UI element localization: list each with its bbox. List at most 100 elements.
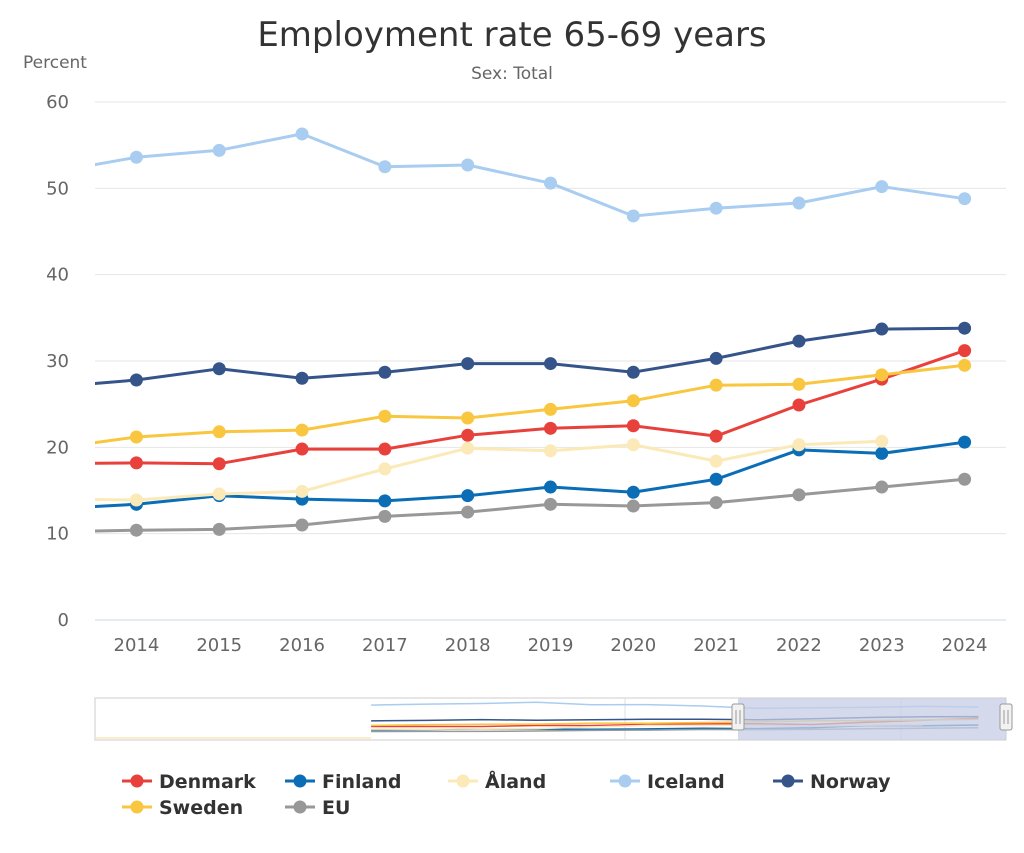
- data-point-iceland[interactable]: [544, 176, 557, 190]
- data-point-finland[interactable]: [958, 435, 972, 449]
- data-point-denmark[interactable]: [626, 419, 640, 433]
- data-point-iceland[interactable]: [626, 209, 640, 223]
- data-point-sweden[interactable]: [461, 411, 475, 425]
- data-point-denmark[interactable]: [958, 344, 972, 358]
- data-point-land[interactable]: [709, 454, 723, 468]
- legend-item-iceland[interactable]: Iceland: [610, 771, 725, 793]
- data-point-land[interactable]: [461, 441, 475, 455]
- legend-label[interactable]: Sweden: [159, 797, 243, 819]
- data-point-eu[interactable]: [626, 499, 640, 513]
- data-point-iceland[interactable]: [212, 143, 226, 157]
- legend-label[interactable]: Finland: [322, 771, 401, 793]
- legend-label[interactable]: EU: [322, 797, 350, 819]
- series-norway[interactable]: [54, 321, 972, 387]
- data-point-norway[interactable]: [461, 357, 475, 371]
- data-point-norway[interactable]: [212, 362, 226, 376]
- data-point-sweden[interactable]: [378, 409, 392, 423]
- legend-item-sweden[interactable]: Sweden: [122, 797, 243, 819]
- data-point-iceland[interactable]: [295, 127, 309, 141]
- data-point-land[interactable]: [295, 484, 309, 498]
- legend-item-finland[interactable]: Finland: [285, 771, 401, 793]
- series-denmark[interactable]: [54, 344, 972, 471]
- legend-label[interactable]: Denmark: [159, 771, 256, 793]
- data-point-finland[interactable]: [626, 485, 640, 499]
- data-point-norway[interactable]: [626, 365, 640, 379]
- data-point-denmark[interactable]: [709, 429, 723, 443]
- data-point-eu[interactable]: [295, 518, 309, 532]
- data-point-finland[interactable]: [461, 489, 475, 503]
- data-point-denmark[interactable]: [295, 442, 309, 456]
- data-point-iceland[interactable]: [875, 180, 889, 194]
- data-point-denmark[interactable]: [792, 398, 806, 412]
- data-point-eu[interactable]: [544, 497, 557, 511]
- data-point-iceland[interactable]: [709, 201, 723, 215]
- data-point-land[interactable]: [792, 438, 806, 452]
- data-point-land[interactable]: [626, 438, 640, 452]
- data-point-land[interactable]: [378, 462, 392, 476]
- data-point-sweden[interactable]: [544, 402, 557, 416]
- series-line-finland[interactable]: [54, 440, 965, 508]
- data-point-sweden[interactable]: [129, 430, 143, 444]
- data-point-sweden[interactable]: [709, 378, 723, 392]
- data-point-denmark[interactable]: [129, 456, 143, 470]
- data-point-eu[interactable]: [378, 509, 392, 523]
- data-point-norway[interactable]: [295, 371, 309, 385]
- series-line-iceland[interactable]: [54, 132, 965, 218]
- data-point-land[interactable]: [212, 487, 226, 501]
- legend-item-eu[interactable]: EU: [285, 797, 350, 819]
- data-point-eu[interactable]: [212, 522, 226, 536]
- series-line-denmark[interactable]: [54, 349, 966, 466]
- data-point-iceland[interactable]: [461, 158, 475, 172]
- navigator-selection[interactable]: [738, 698, 1006, 740]
- data-point-norway[interactable]: [875, 322, 889, 336]
- data-point-norway[interactable]: [709, 351, 723, 365]
- data-point-land[interactable]: [544, 444, 557, 458]
- data-point-norway[interactable]: [958, 321, 972, 335]
- data-point-land[interactable]: [129, 493, 143, 507]
- legend-label[interactable]: Norway: [810, 771, 891, 793]
- data-point-sweden[interactable]: [295, 423, 309, 437]
- data-point-finland[interactable]: [544, 480, 557, 494]
- data-point-denmark[interactable]: [461, 428, 475, 442]
- data-point-eu[interactable]: [958, 472, 972, 486]
- data-point-norway[interactable]: [792, 334, 806, 348]
- data-point-sweden[interactable]: [958, 358, 972, 372]
- series-line-sweden[interactable]: [54, 363, 965, 448]
- data-point-sweden[interactable]: [875, 368, 889, 382]
- data-point-finland[interactable]: [709, 472, 723, 486]
- series-line-norway[interactable]: [54, 326, 965, 387]
- data-point-sweden[interactable]: [792, 377, 806, 391]
- data-point-finland[interactable]: [378, 494, 392, 508]
- data-point-iceland[interactable]: [958, 192, 972, 206]
- series-sweden[interactable]: [54, 358, 972, 448]
- data-point-eu[interactable]: [709, 496, 723, 510]
- legend-item-land[interactable]: Åland: [448, 769, 546, 793]
- legend-label[interactable]: Åland: [485, 769, 546, 793]
- data-point-denmark[interactable]: [378, 442, 392, 456]
- legend-item-denmark[interactable]: Denmark: [122, 771, 256, 793]
- data-point-sweden[interactable]: [212, 425, 226, 439]
- data-point-iceland[interactable]: [792, 196, 806, 210]
- data-point-eu[interactable]: [461, 505, 475, 519]
- series-line-eu[interactable]: [54, 477, 965, 533]
- data-point-denmark[interactable]: [544, 421, 557, 435]
- data-point-land[interactable]: [875, 434, 889, 448]
- series-eu[interactable]: [54, 472, 972, 537]
- navigator-handle-left[interactable]: [731, 703, 745, 731]
- navigator-handle-right[interactable]: [999, 703, 1013, 731]
- data-point-norway[interactable]: [544, 357, 557, 371]
- data-point-eu[interactable]: [875, 480, 889, 494]
- data-point-iceland[interactable]: [129, 150, 143, 164]
- series-iceland[interactable]: [54, 127, 972, 223]
- legend-item-norway[interactable]: Norway: [773, 771, 891, 793]
- series-land[interactable]: [54, 434, 889, 507]
- data-point-denmark[interactable]: [212, 457, 226, 471]
- data-point-finland[interactable]: [875, 446, 889, 460]
- navigator[interactable]: [94, 697, 1013, 741]
- data-point-sweden[interactable]: [626, 394, 640, 408]
- data-point-eu[interactable]: [129, 523, 143, 537]
- legend-label[interactable]: Iceland: [647, 771, 725, 793]
- data-point-iceland[interactable]: [378, 160, 392, 174]
- data-point-norway[interactable]: [378, 365, 392, 379]
- data-point-eu[interactable]: [792, 488, 806, 502]
